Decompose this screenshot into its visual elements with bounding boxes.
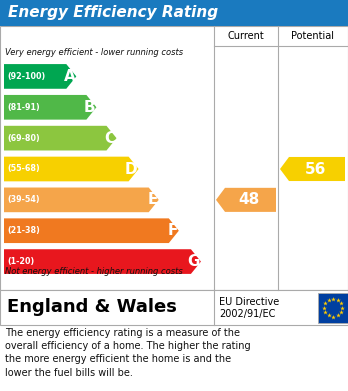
Bar (0, 290, 348, 325)
Polygon shape (4, 249, 201, 274)
Text: F: F (167, 223, 178, 238)
Text: Current: Current (228, 31, 264, 41)
Polygon shape (4, 95, 96, 120)
Polygon shape (280, 157, 345, 181)
Text: Energy Efficiency Rating: Energy Efficiency Rating (8, 5, 218, 20)
Text: EU Directive: EU Directive (219, 297, 279, 307)
Text: (81-91): (81-91) (7, 103, 40, 112)
Text: 2002/91/EC: 2002/91/EC (219, 310, 275, 319)
Bar (0, 0, 348, 26)
Polygon shape (4, 157, 139, 181)
Text: The energy efficiency rating is a measure of the
overall efficiency of a home. T: The energy efficiency rating is a measur… (5, 328, 251, 378)
Text: (39-54): (39-54) (7, 196, 40, 204)
Text: (92-100): (92-100) (7, 72, 45, 81)
Text: 48: 48 (238, 192, 260, 207)
Text: (69-80): (69-80) (7, 134, 40, 143)
Text: (1-20): (1-20) (7, 257, 34, 266)
Polygon shape (4, 64, 76, 89)
Text: Potential: Potential (292, 31, 334, 41)
Text: Very energy efficient - lower running costs: Very energy efficient - lower running co… (5, 48, 183, 57)
Polygon shape (216, 188, 276, 212)
Text: B: B (84, 100, 95, 115)
Polygon shape (4, 218, 179, 243)
Text: England & Wales: England & Wales (7, 298, 177, 316)
Bar (318, 292, 348, 323)
Polygon shape (4, 126, 117, 151)
Text: Not energy efficient - higher running costs: Not energy efficient - higher running co… (5, 267, 183, 276)
Text: 56: 56 (305, 161, 326, 176)
Polygon shape (4, 188, 159, 212)
Text: (55-68): (55-68) (7, 165, 40, 174)
Text: G: G (188, 254, 200, 269)
Text: C: C (104, 131, 116, 145)
Text: E: E (147, 192, 158, 207)
Text: D: D (125, 161, 137, 176)
Text: A: A (64, 69, 75, 84)
Text: (21-38): (21-38) (7, 226, 40, 235)
Bar (0, 26, 348, 290)
